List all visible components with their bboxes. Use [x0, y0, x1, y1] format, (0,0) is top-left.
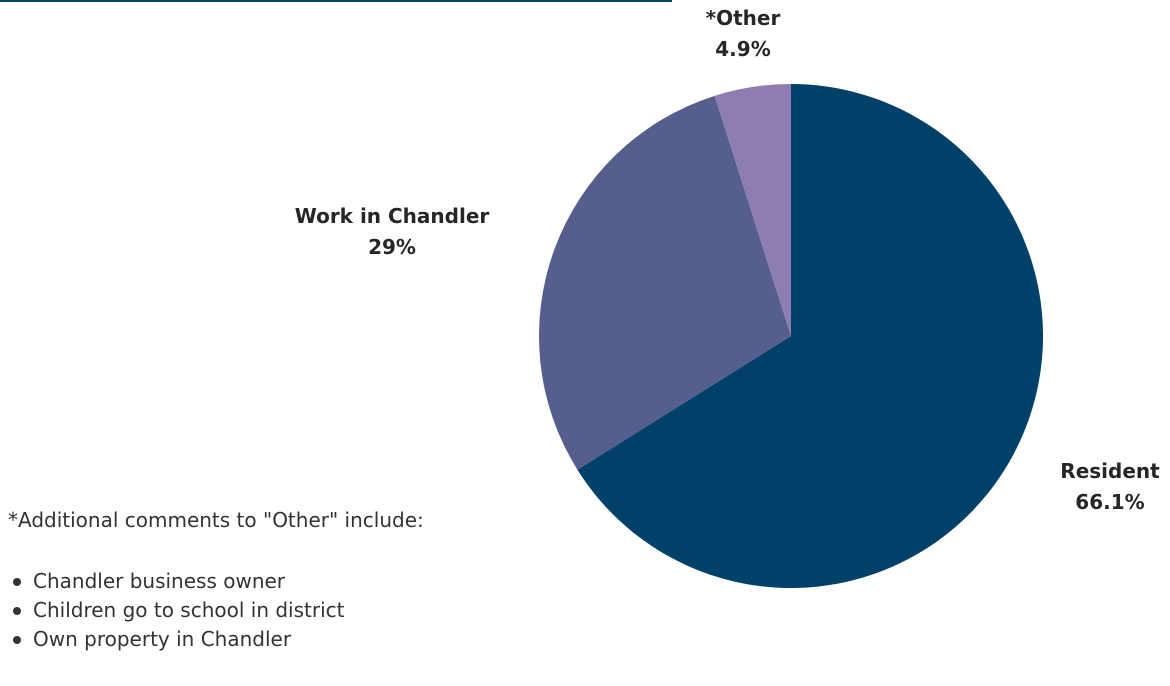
bullet-icon: [13, 607, 21, 615]
list-item-text: Chandler business owner: [33, 569, 286, 593]
pie-slice-resident: [577, 84, 1044, 589]
list-item-text: Children go to school in district: [33, 598, 345, 622]
other-comments-note: *Additional comments to "Other" include:…: [8, 505, 424, 654]
slice-label-other: *Other 4.9%: [698, 3, 788, 65]
slice-label-work-value: 29%: [368, 235, 416, 259]
slice-label-resident-value: 66.1%: [1075, 490, 1145, 514]
notes-list: Chandler business owner Children go to s…: [8, 567, 424, 654]
top-rule: [0, 0, 672, 2]
slice-label-other-value: 4.9%: [715, 37, 771, 61]
slice-label-work: Work in Chandler 29%: [262, 201, 522, 263]
slice-label-resident-name: Resident: [1060, 459, 1160, 483]
pie-slices: [539, 84, 1044, 589]
pie-slice-work-in-chandler: [539, 95, 791, 470]
bullet-icon: [13, 578, 21, 586]
pie-slice-other: [714, 84, 791, 336]
list-item: Chandler business owner: [8, 567, 424, 596]
list-item-text: Own property in Chandler: [33, 627, 292, 651]
bullet-icon: [13, 636, 21, 644]
slice-label-other-name: *Other: [705, 6, 781, 30]
slice-label-resident: Resident 66.1%: [1040, 456, 1170, 518]
slice-label-work-name: Work in Chandler: [294, 204, 490, 228]
notes-heading: *Additional comments to "Other" include:: [8, 508, 424, 532]
list-item: Own property in Chandler: [8, 625, 424, 654]
list-item: Children go to school in district: [8, 596, 424, 625]
